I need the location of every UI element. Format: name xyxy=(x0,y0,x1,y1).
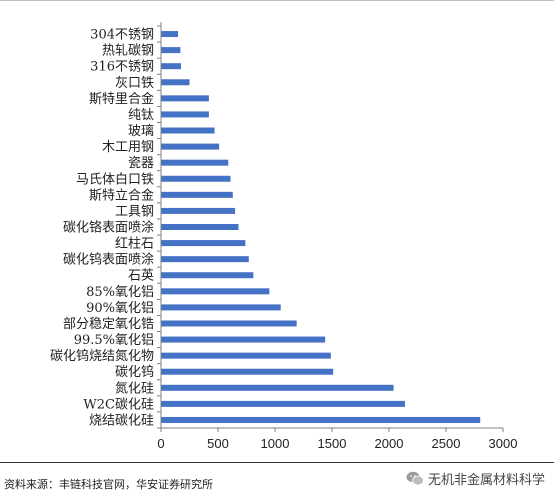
bar xyxy=(161,336,326,343)
bar-chart: 304不锈钢热轧碳钢316不锈钢灰口铁斯特里合金纯钛玻璃木工用钢瓷器马氏体白口铁… xyxy=(50,22,518,451)
bar xyxy=(161,416,481,423)
watermark-text: 无机非金属材料科学 xyxy=(427,473,545,488)
bar xyxy=(161,400,405,407)
bar xyxy=(161,79,190,86)
x-tick-label: 0 xyxy=(157,436,164,451)
source-divider xyxy=(0,462,554,463)
category-label: 部分稳定氧化锆 xyxy=(63,316,154,332)
category-label: 斯特里合金 xyxy=(89,91,154,107)
category-label: 工具钢 xyxy=(115,204,154,219)
category-label: 90%氧化铝 xyxy=(86,301,154,316)
bar xyxy=(161,175,231,182)
bar xyxy=(161,304,281,311)
category-label: 灰口铁 xyxy=(115,76,154,91)
x-tick-label: 1000 xyxy=(261,436,290,451)
bar xyxy=(161,352,331,359)
bar xyxy=(161,95,209,102)
bar xyxy=(161,63,181,70)
bar xyxy=(161,272,254,279)
bar xyxy=(161,368,334,375)
bar xyxy=(161,47,181,54)
wechat-icon xyxy=(406,471,424,486)
category-label: 玻璃 xyxy=(128,124,154,139)
bar xyxy=(161,159,229,166)
category-label: 99.5%氧化铝 xyxy=(74,333,154,348)
category-label: 85%氧化铝 xyxy=(86,285,154,300)
bar xyxy=(161,256,249,263)
bar xyxy=(161,127,215,134)
x-tick-label: 2500 xyxy=(432,436,461,451)
bar xyxy=(161,384,394,391)
bar xyxy=(161,320,297,327)
bar xyxy=(161,143,220,150)
bar xyxy=(161,207,236,214)
category-label: 石英 xyxy=(128,269,154,284)
bar xyxy=(161,240,246,247)
category-label: 碳化钨表面喷涂 xyxy=(63,252,154,268)
category-label: 木工用钢 xyxy=(102,140,154,155)
category-label: 纯钛 xyxy=(128,108,154,123)
category-label: 红柱石 xyxy=(115,236,154,252)
bar xyxy=(161,191,233,198)
category-label: 烧结碳化硅 xyxy=(89,413,154,428)
x-tick-label: 1500 xyxy=(318,436,347,451)
x-tick-label: 3000 xyxy=(489,436,518,451)
category-label: 马氏体白口铁 xyxy=(76,171,154,187)
category-label: 瓷器 xyxy=(128,156,154,171)
bar xyxy=(161,288,270,295)
x-tick-label: 2000 xyxy=(375,436,404,451)
category-label: W2C碳化硅 xyxy=(83,397,154,412)
bar xyxy=(161,31,179,38)
category-label: 碳化铬表面喷涂 xyxy=(63,220,154,236)
x-tick-label: 500 xyxy=(207,436,229,451)
category-label: 316不锈钢 xyxy=(90,60,154,75)
category-label: 热轧碳钢 xyxy=(102,44,154,59)
category-label: 氮化硅 xyxy=(115,381,154,396)
source-note: 资料来源：丰链科技官网，华安证券研究所 xyxy=(4,478,213,491)
bar xyxy=(161,111,209,118)
top-rule xyxy=(0,0,554,1)
watermark: 无机非金属材料科学 xyxy=(402,468,548,489)
category-label: 304不锈钢 xyxy=(90,28,154,43)
bar xyxy=(161,224,239,230)
category-label: 斯特立合金 xyxy=(89,187,154,203)
category-label: 碳化钨 xyxy=(115,364,154,380)
category-label: 碳化钨烧结氮化物 xyxy=(50,348,154,364)
